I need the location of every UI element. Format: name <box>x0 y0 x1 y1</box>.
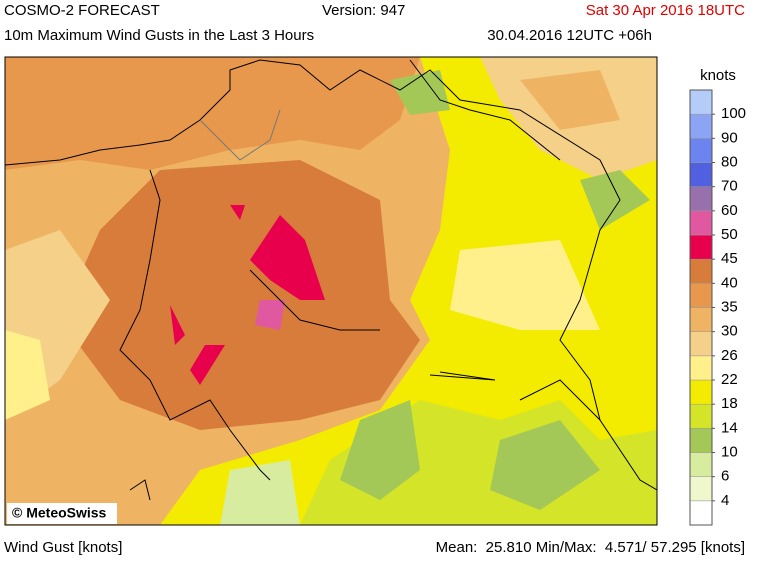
color-box <box>689 234 713 260</box>
color-box <box>689 307 713 332</box>
color-box <box>689 113 713 139</box>
color-box <box>689 500 713 526</box>
colorbar-tick-label: 30 <box>721 323 738 340</box>
color-box <box>689 355 713 381</box>
color-box <box>689 162 713 187</box>
colorbar-tick-label: 6 <box>721 468 729 485</box>
product-title: COSMO-2 FORECAST <box>4 2 160 19</box>
color-box <box>689 258 713 284</box>
colorbar-tick-label: 14 <box>721 419 738 436</box>
color-box <box>689 476 713 502</box>
color-box <box>689 138 713 163</box>
color-box <box>689 210 713 236</box>
colorbar-tick-label: 4 <box>721 492 729 509</box>
copyright-box <box>7 503 117 524</box>
colorbar-tick-label: 40 <box>721 274 738 291</box>
run-time: 30.04.2016 12UTC +06h <box>487 27 652 44</box>
colorbar-tick-label: 100 <box>721 105 746 122</box>
color-box <box>689 403 713 429</box>
colorbar-unit: knots <box>700 67 736 84</box>
colorbar-tick-label: 45 <box>721 250 738 267</box>
footer-parameter: Wind Gust [knots] <box>4 539 122 556</box>
color-box <box>689 89 713 115</box>
colorbar-tick-label: 26 <box>721 347 738 364</box>
colorbar-tick-label: 70 <box>721 178 738 195</box>
colorbar-tick-label: 10 <box>721 443 738 460</box>
map: © MeteoSwiss <box>4 56 658 526</box>
colorbar-tick-label: 35 <box>721 298 738 315</box>
colorbar: 4 6 10 14 18 22 26 30 35 40 45 50 60 70 80 90 100 <box>689 89 746 526</box>
color-box <box>689 428 713 453</box>
version: Version: 947 <box>322 2 405 19</box>
color-box <box>689 452 713 477</box>
colorbar-tick-label: 18 <box>721 395 738 412</box>
valid-time: Sat 30 Apr 2016 18UTC <box>586 2 745 19</box>
footer-stats: Mean: 25.810 Min/Max: 4.571/ 57.295 [kno… <box>436 539 745 556</box>
copyright: © MeteoSwiss <box>12 505 107 521</box>
color-box <box>689 331 713 357</box>
colorbar-tick-label: 60 <box>721 202 738 219</box>
colorbar-tick-label: 90 <box>721 129 738 146</box>
colorbar-tick-label: 80 <box>721 153 738 170</box>
parameter-title: 10m Maximum Wind Gusts in the Last 3 Hou… <box>4 27 314 44</box>
colorbar-tick-label: 22 <box>721 371 738 388</box>
map-frame <box>4 56 658 526</box>
color-box <box>689 283 713 308</box>
color-box <box>689 379 713 405</box>
color-box <box>689 186 713 212</box>
colorbar-tick-label: 50 <box>721 226 738 243</box>
